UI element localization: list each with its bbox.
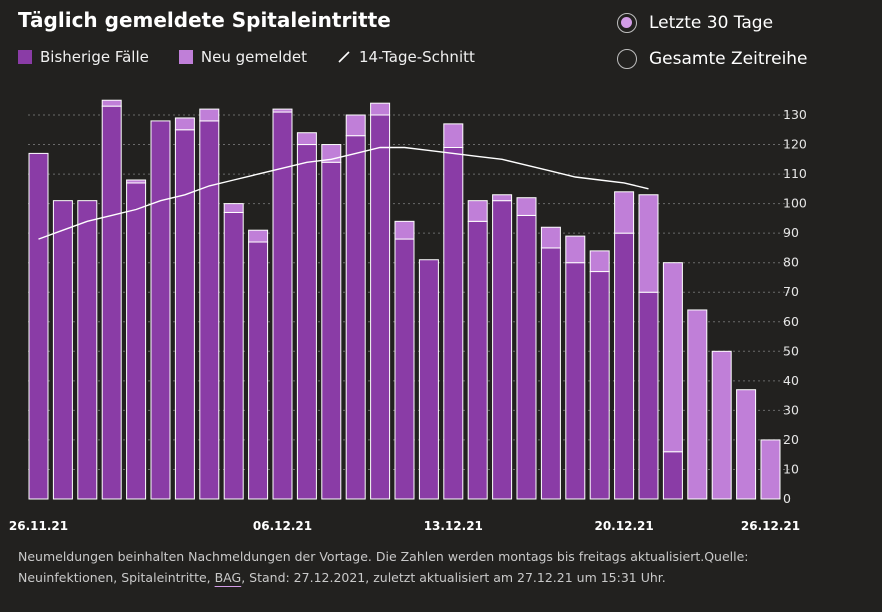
bar-new xyxy=(638,194,659,293)
bar-new xyxy=(126,179,147,184)
y-tick-label: 20 xyxy=(783,432,799,447)
bar-new xyxy=(492,194,513,202)
x-tick-label: 13.12.21 xyxy=(424,519,483,533)
bar-existing xyxy=(321,161,342,500)
bar-existing xyxy=(174,129,195,500)
bar-new xyxy=(443,123,464,148)
bar-new xyxy=(736,389,757,500)
y-tick-label: 60 xyxy=(783,314,799,329)
bar-existing xyxy=(101,105,122,500)
bar-new xyxy=(248,229,269,243)
x-tick-label: 26.11.21 xyxy=(9,519,68,533)
bar-existing xyxy=(492,200,513,500)
bar-existing xyxy=(614,232,635,500)
bar-existing xyxy=(540,247,561,500)
y-tick-label: 110 xyxy=(783,166,807,181)
bar-existing xyxy=(126,182,147,500)
bar-existing xyxy=(199,120,220,500)
y-tick-label: 120 xyxy=(783,137,807,152)
bar-existing xyxy=(296,144,317,500)
bar-new xyxy=(174,117,195,131)
bar-existing xyxy=(52,200,73,500)
bar-existing xyxy=(418,259,439,500)
bar-existing xyxy=(345,135,366,500)
legend-item-avg: 14-Tage-Schnitt xyxy=(337,48,475,66)
legend-item-new: Neu gemeldet xyxy=(178,48,307,66)
bar-existing xyxy=(28,152,49,500)
bar-new xyxy=(370,102,391,116)
bar-new xyxy=(589,250,610,273)
legend-line-icon xyxy=(338,51,350,63)
bar-existing xyxy=(662,451,683,500)
bar-new xyxy=(296,132,317,146)
radio-last-30-days[interactable]: Letzte 30 Tage xyxy=(617,12,808,34)
bar-new xyxy=(614,191,635,234)
bar-existing xyxy=(467,220,488,500)
footnote-line2a: Neuinfektionen, Spitaleintritte, xyxy=(18,570,215,585)
legend: Bisherige Fälle Neu gemeldet 14-Tage-Sch… xyxy=(18,48,505,66)
bar-new xyxy=(394,220,415,240)
footnote-line2b: , Stand: 27.12.2021, zuletzt aktualisier… xyxy=(241,570,666,585)
radio-selected-icon xyxy=(617,13,637,33)
y-tick-label: 10 xyxy=(783,461,799,476)
bar-new xyxy=(711,350,732,500)
bar-new xyxy=(687,309,708,500)
source-link-bag[interactable]: BAG xyxy=(214,570,242,585)
timerange-radio-group: Letzte 30 Tage Gesamte Zeitreihe xyxy=(617,12,808,84)
y-tick-label: 40 xyxy=(783,373,799,388)
footnote: Neumeldungen beinhalten Nachmeldungen de… xyxy=(18,546,778,588)
chart-title: Täglich gemeldete Spitaleintritte xyxy=(18,8,391,32)
bar-existing xyxy=(394,238,415,500)
y-tick-label: 50 xyxy=(783,343,799,358)
bar-existing xyxy=(443,146,464,500)
legend-item-existing: Bisherige Fälle xyxy=(18,48,149,66)
bar-existing xyxy=(565,262,586,500)
bar-new xyxy=(467,200,488,222)
bar-existing xyxy=(248,241,269,500)
bar-existing xyxy=(223,211,244,500)
x-tick-label: 06.12.21 xyxy=(253,519,312,533)
legend-swatch-existing xyxy=(18,50,32,64)
legend-label-avg: 14-Tage-Schnitt xyxy=(359,48,475,66)
bar-new xyxy=(565,235,586,264)
footnote-line1: Neumeldungen beinhalten Nachmeldungen de… xyxy=(18,549,749,564)
bar-existing xyxy=(150,120,171,500)
x-tick-label: 20.12.21 xyxy=(594,519,653,533)
bar-existing xyxy=(370,114,391,500)
bar-new xyxy=(345,114,366,137)
legend-label-new: Neu gemeldet xyxy=(200,48,307,66)
avg-line xyxy=(38,146,649,240)
bar-new xyxy=(101,99,122,107)
bar-new xyxy=(199,108,220,122)
y-tick-label: 30 xyxy=(783,402,799,417)
radio-full-series[interactable]: Gesamte Zeitreihe xyxy=(617,48,808,70)
y-tick-label: 90 xyxy=(783,225,799,240)
legend-label-existing: Bisherige Fälle xyxy=(40,48,149,66)
bar-existing xyxy=(516,214,537,500)
x-tick-label: 26.12.21 xyxy=(741,519,800,533)
bar-new xyxy=(760,439,781,500)
radio-label-last-30-days: Letzte 30 Tage xyxy=(649,13,774,33)
y-tick-label: 0 xyxy=(783,491,791,506)
radio-unselected-icon xyxy=(617,49,637,69)
radio-label-full-series: Gesamte Zeitreihe xyxy=(649,49,808,69)
y-tick-label: 100 xyxy=(783,196,807,211)
bar-new xyxy=(223,203,244,213)
bar-existing xyxy=(77,200,98,500)
legend-swatch-new xyxy=(178,50,193,64)
y-tick-label: 130 xyxy=(783,107,807,122)
bar-new xyxy=(516,197,537,216)
hospital-admissions-chart: 0 10 20 30 40 50 60 70 80 90 100 110 120 130 26.11.21 0… xyxy=(9,99,807,533)
y-tick-label: 70 xyxy=(783,284,799,299)
bar-new xyxy=(662,262,683,453)
bar-new xyxy=(540,226,561,249)
bar-new xyxy=(272,108,293,113)
y-tick-label: 80 xyxy=(783,255,799,270)
bar-existing xyxy=(638,291,659,500)
bar-existing xyxy=(589,271,610,500)
